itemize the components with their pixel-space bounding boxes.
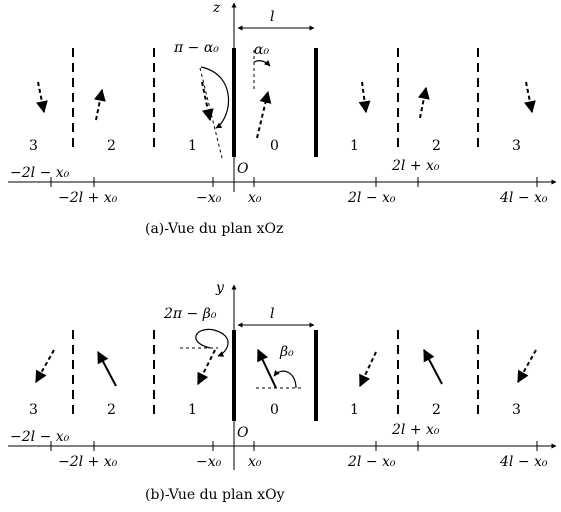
- angle-label-beta: β₀: [279, 344, 294, 360]
- zone-label-b-2-left: 2: [107, 402, 116, 418]
- arrow-zone2-right-b: [423, 348, 443, 385]
- angle-label-2pi-beta: 2π − β₀: [163, 306, 217, 322]
- arrow-zone2-right-a: [417, 86, 430, 119]
- y-axis-label: y: [215, 280, 225, 296]
- arrow-zone0-b: [257, 348, 277, 389]
- tick-label-a-x0: x₀: [248, 190, 262, 206]
- tick-label-b-neg2l-plus-x0: −2l + x₀: [58, 454, 118, 470]
- zone-label-a-3-left: 3: [29, 138, 38, 154]
- caption-b: (b)-Vue du plan xOy: [145, 487, 285, 503]
- tick-label-b-4l-minus-x0: 4l − x₀: [499, 454, 548, 470]
- tick-label-a-neg2l-minus-x0: −2l − x₀: [10, 165, 70, 181]
- l-label-a: l: [270, 9, 274, 25]
- arrow-zone3-right-b: [517, 349, 537, 384]
- tick-label-a-neg-x0: −x₀: [196, 190, 222, 206]
- zone-label-b-3-right: 3: [512, 402, 521, 418]
- angle-arc-beta: [273, 369, 297, 389]
- reference-line-zone1-a: [199, 67, 223, 159]
- arrow-zone3-left-a: [35, 81, 48, 114]
- zone-label-b-0: 0: [270, 402, 279, 418]
- zone-label-b-2-right: 2: [432, 402, 441, 418]
- tick-label-b-neg2l-minus-x0: −2l − x₀: [10, 429, 70, 445]
- angle-arc-pi-alpha: [200, 66, 230, 129]
- arrow-zone2-left-b: [97, 350, 117, 387]
- arrow-zone3-left-b: [35, 349, 55, 384]
- z-axis-label: z: [212, 0, 221, 16]
- tick-label-a-4l-minus-x0: 4l − x₀: [499, 190, 548, 206]
- panel-a: z l π − α₀ α₀ 3 2 1 0 1 2 3: [8, 0, 557, 237]
- tick-label-a-neg2l-plus-x0: −2l + x₀: [58, 190, 118, 206]
- arrow-zone0-a: [256, 90, 272, 139]
- arrow-zone3-right-a: [523, 81, 536, 114]
- tick-label-a-2l-minus-x0: 2l − x₀: [347, 190, 396, 206]
- panel-b: y l 2π − β₀ β₀ 3 2 1 0 1 2 3 O: [8, 280, 557, 503]
- tick-label-b-2l-plus-x0: 2l + x₀: [391, 422, 440, 438]
- arrow-zone1-right-a: [358, 81, 371, 114]
- tick-label-b-2l-minus-x0: 2l − x₀: [347, 454, 396, 470]
- zone-label-b-1-right: 1: [350, 402, 359, 418]
- arrow-zone1-left-a: [201, 81, 214, 122]
- angle-arc-2pi-beta: [195, 328, 229, 357]
- tick-label-a-2l-plus-x0: 2l + x₀: [391, 158, 440, 174]
- zone-label-a-1-right: 1: [350, 138, 359, 154]
- origin-label-a: O: [237, 161, 249, 177]
- tick-label-b-neg-x0: −x₀: [196, 454, 222, 470]
- angle-arc-alpha: [253, 60, 271, 67]
- zone-label-a-1-left: 1: [188, 138, 197, 154]
- arrow-zone1-right-b: [359, 351, 377, 388]
- zone-label-a-2-left: 2: [107, 138, 116, 154]
- zone-label-a-3-right: 3: [512, 138, 521, 154]
- caption-a: (a)-Vue du plan xOz: [145, 221, 283, 237]
- zone-label-b-1-left: 1: [188, 402, 197, 418]
- zone-label-a-0: 0: [270, 138, 279, 154]
- tick-label-b-x0: x₀: [248, 454, 262, 470]
- l-label-b: l: [270, 306, 274, 322]
- arrow-zone2-left-a: [93, 88, 106, 121]
- arrow-zone1-left-b: [197, 349, 216, 386]
- zone-label-a-2-right: 2: [432, 138, 441, 154]
- angle-label-alpha: α₀: [254, 42, 269, 58]
- origin-label-b: O: [237, 425, 249, 441]
- angle-label-pi-alpha: π − α₀: [173, 40, 219, 56]
- zone-label-b-3-left: 3: [29, 402, 38, 418]
